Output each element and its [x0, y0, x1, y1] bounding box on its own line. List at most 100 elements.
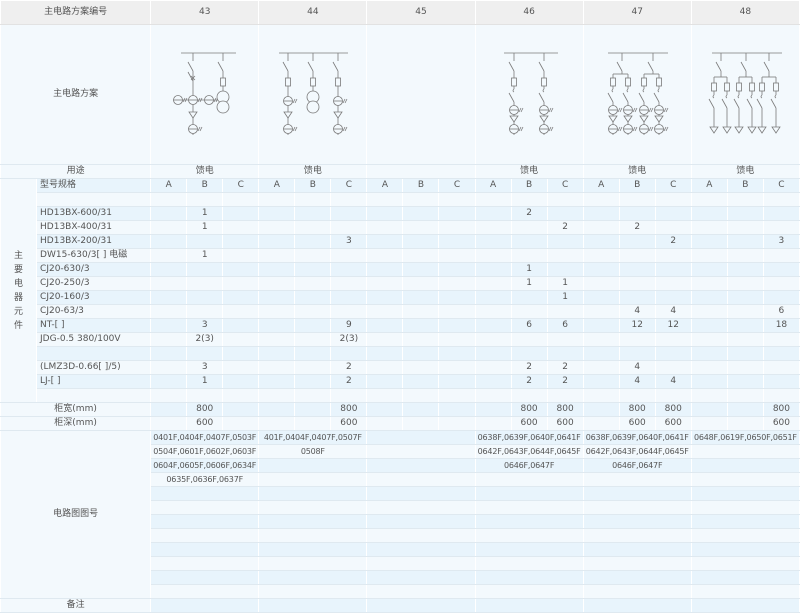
component-row: NT-[ ] 3 9 6 6 12 12 18 [1, 318, 800, 333]
drawing-numbers [690, 584, 800, 599]
component-qty [690, 262, 728, 277]
drawing-numbers [690, 444, 800, 459]
ct-tick [184, 97, 188, 103]
component-spec: HD13BX-200/31 [36, 234, 152, 249]
fuse-icon [772, 82, 779, 92]
component-qty [366, 276, 404, 291]
drawing-numbers [150, 556, 260, 571]
cabinet-value: 800 [510, 402, 548, 417]
drawing-numbers [366, 570, 476, 585]
component-qty [150, 192, 188, 207]
component-qty [438, 234, 476, 249]
ct-tick [197, 126, 201, 132]
component-qty [150, 290, 188, 305]
fuse-icon [609, 77, 616, 87]
component-qty [726, 262, 764, 277]
component-qty [258, 332, 296, 347]
ct-tick [518, 107, 521, 113]
circuit-diagram-44 [279, 52, 349, 135]
component-qty [402, 318, 440, 333]
cabinet-value [438, 402, 476, 417]
component-qty [474, 304, 512, 319]
component-qty [474, 346, 512, 361]
ct-tick [617, 107, 621, 113]
component-qty [546, 304, 584, 319]
component-qty [582, 206, 620, 221]
cabinet-label: 柜宽(mm) [0, 402, 152, 417]
drawing-numbers [690, 472, 800, 487]
arrester-icon [638, 115, 649, 123]
ct-tick [344, 126, 348, 132]
component-qty [438, 360, 476, 375]
drawing-numbers [258, 556, 368, 571]
cabinet-value [438, 416, 476, 431]
switch-blade [721, 98, 728, 109]
component-qty [510, 388, 548, 403]
component-qty: 1 [510, 262, 548, 277]
scheme-number-label: 主电路方案编号 [0, 0, 152, 25]
component-qty [762, 262, 800, 277]
cabinet-row: 柜深(mm) 600 600 600 600 600 600 600 [0, 416, 800, 431]
component-qty: 6 [762, 304, 800, 319]
circuit-diagram [474, 24, 584, 165]
drawing-numbers: 401F,0404F,0407F,0507F [258, 430, 368, 445]
drawing-numbers [474, 556, 584, 571]
component-qty [402, 192, 440, 207]
component-qty [582, 374, 620, 389]
component-qty [330, 262, 368, 277]
contact-icon [512, 88, 514, 93]
component-qty [690, 304, 728, 319]
component-qty [402, 206, 440, 221]
component-qty [690, 388, 728, 403]
arrester-icon [607, 115, 618, 123]
component-qty [690, 234, 728, 249]
component-qty [690, 220, 728, 235]
component-qty [294, 374, 332, 389]
component-row: (LMZ3D-0.66[ ]/5) 3 2 2 2 4 [1, 360, 800, 375]
switch-blade [733, 98, 740, 109]
cabinet-value: 600 [546, 416, 584, 431]
component-qty [366, 220, 404, 235]
drawing-numbers [474, 500, 584, 515]
component-qty [402, 374, 440, 389]
component-qty [258, 360, 296, 375]
drawing-numbers [258, 528, 368, 543]
drawing-numbers [582, 500, 692, 515]
component-group-label: 主要电器元件 [0, 178, 38, 403]
fuse-icon [335, 77, 342, 87]
component-qty [510, 304, 548, 319]
circuit-diagram-46 [503, 52, 558, 135]
cabinet-value [258, 402, 296, 417]
component-qty: 4 [618, 374, 656, 389]
component-qty [186, 234, 224, 249]
component-qty [150, 248, 188, 263]
component-qty [222, 248, 260, 263]
component-qty: 12 [654, 318, 692, 333]
drawing-numbers: 0604F,0605F,0606F,0634F [150, 458, 260, 473]
diagram-label: 主电路方案 [0, 24, 152, 165]
arrester-icon [188, 111, 198, 119]
component-qty [438, 388, 476, 403]
component-qty [150, 234, 188, 249]
switch-blade [616, 61, 623, 72]
ct-tick [550, 126, 553, 132]
switch-blade [187, 61, 194, 72]
drawing-numbers: 0638F,0639F,0640F,0641F [474, 430, 584, 445]
cabinet-value: 600 [654, 416, 692, 431]
component-qty [762, 332, 800, 347]
component-qty [618, 290, 656, 305]
component-qty [186, 346, 224, 361]
group-label-char: 器 [14, 292, 24, 303]
component-qty [402, 332, 440, 347]
component-qty [438, 318, 476, 333]
drawing-numbers [150, 514, 260, 529]
component-qty [150, 206, 188, 221]
component-qty: 1 [510, 276, 548, 291]
drawing-numbers [690, 514, 800, 529]
fuse-icon [655, 77, 662, 87]
switch-blade [638, 92, 645, 103]
switch-blade [770, 98, 777, 109]
component-qty [258, 276, 296, 291]
component-qty [186, 192, 224, 207]
component-qty [618, 234, 656, 249]
